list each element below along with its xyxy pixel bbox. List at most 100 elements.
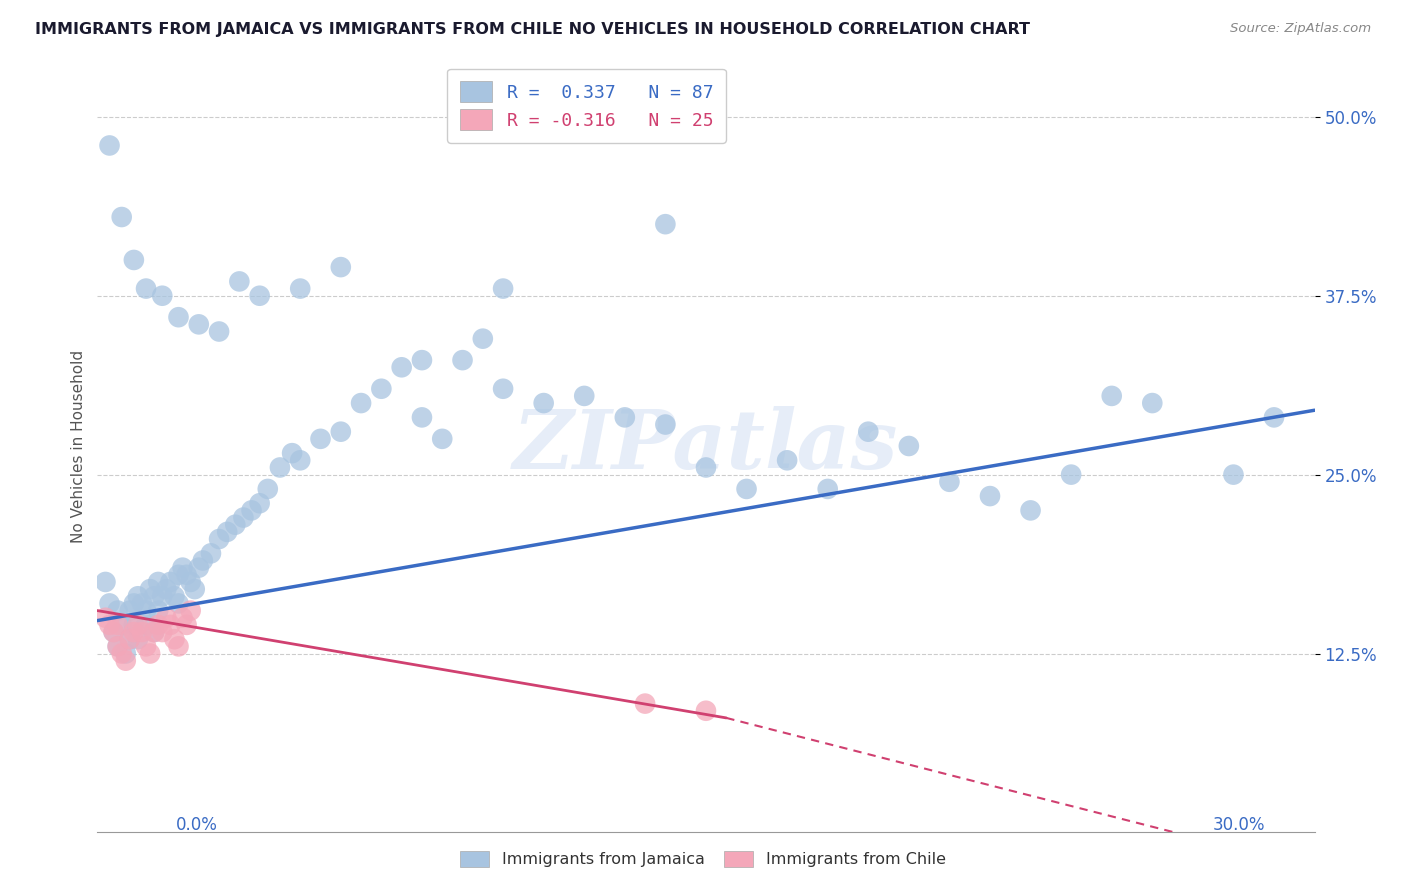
- Point: [127, 589, 149, 603]
- Point: [187, 560, 209, 574]
- Point: [1101, 389, 1123, 403]
- Point: [208, 325, 231, 339]
- Point: [1263, 410, 1285, 425]
- Point: [150, 589, 173, 603]
- Point: [187, 318, 209, 332]
- Point: [695, 460, 717, 475]
- Point: [122, 596, 145, 610]
- Point: [111, 618, 134, 632]
- Point: [172, 560, 194, 574]
- Point: [350, 396, 373, 410]
- Point: [180, 604, 202, 618]
- Text: IMMIGRANTS FROM JAMAICA VS IMMIGRANTS FROM CHILE NO VEHICLES IN HOUSEHOLD CORREL: IMMIGRANTS FROM JAMAICA VS IMMIGRANTS FR…: [35, 22, 1031, 37]
- Point: [118, 632, 141, 647]
- Point: [176, 618, 198, 632]
- Point: [139, 647, 162, 661]
- Point: [122, 625, 145, 640]
- Point: [281, 446, 304, 460]
- Point: [492, 282, 515, 296]
- Point: [148, 604, 170, 618]
- Point: [654, 417, 676, 432]
- Point: [135, 618, 157, 632]
- Point: [172, 611, 194, 625]
- Point: [176, 567, 198, 582]
- Point: [135, 282, 157, 296]
- Point: [107, 640, 129, 654]
- Point: [228, 274, 250, 288]
- Point: [111, 647, 134, 661]
- Point: [163, 632, 186, 647]
- Point: [122, 618, 145, 632]
- Point: [135, 604, 157, 618]
- Point: [94, 611, 117, 625]
- Point: [150, 625, 173, 640]
- Point: [232, 510, 254, 524]
- Point: [127, 618, 149, 632]
- Point: [94, 574, 117, 589]
- Point: [290, 453, 312, 467]
- Point: [735, 482, 758, 496]
- Point: [159, 618, 181, 632]
- Point: [103, 625, 125, 640]
- Point: [98, 138, 121, 153]
- Point: [131, 625, 153, 640]
- Point: [249, 289, 271, 303]
- Point: [107, 618, 129, 632]
- Point: [269, 460, 291, 475]
- Point: [432, 432, 454, 446]
- Point: [167, 640, 190, 654]
- Point: [148, 618, 170, 632]
- Point: [329, 260, 352, 274]
- Point: [103, 625, 125, 640]
- Point: [111, 210, 134, 224]
- Point: [118, 632, 141, 647]
- Point: [654, 217, 676, 231]
- Point: [98, 596, 121, 610]
- Point: [411, 410, 433, 425]
- Point: [143, 625, 166, 640]
- Point: [167, 310, 190, 325]
- Point: [1019, 503, 1042, 517]
- Point: [118, 604, 141, 618]
- Point: [107, 640, 129, 654]
- Point: [224, 517, 246, 532]
- Point: [370, 382, 392, 396]
- Point: [98, 618, 121, 632]
- Point: [411, 353, 433, 368]
- Point: [163, 589, 186, 603]
- Point: [180, 574, 202, 589]
- Y-axis label: No Vehicles in Household: No Vehicles in Household: [72, 350, 86, 542]
- Point: [122, 252, 145, 267]
- Point: [391, 360, 413, 375]
- Text: Source: ZipAtlas.com: Source: ZipAtlas.com: [1230, 22, 1371, 36]
- Point: [817, 482, 839, 496]
- Point: [159, 574, 181, 589]
- Point: [107, 604, 129, 618]
- Point: [155, 611, 177, 625]
- Point: [634, 697, 657, 711]
- Point: [191, 553, 214, 567]
- Point: [200, 546, 222, 560]
- Point: [533, 396, 555, 410]
- Point: [574, 389, 596, 403]
- Point: [695, 704, 717, 718]
- Point: [776, 453, 799, 467]
- Point: [143, 589, 166, 603]
- Point: [139, 582, 162, 596]
- Point: [858, 425, 880, 439]
- Point: [492, 382, 515, 396]
- Point: [155, 582, 177, 596]
- Legend: Immigrants from Jamaica, Immigrants from Chile: Immigrants from Jamaica, Immigrants from…: [453, 843, 953, 875]
- Point: [938, 475, 960, 489]
- Point: [309, 432, 332, 446]
- Point: [135, 640, 157, 654]
- Point: [897, 439, 920, 453]
- Point: [114, 654, 136, 668]
- Point: [1142, 396, 1164, 410]
- Point: [167, 596, 190, 610]
- Point: [217, 524, 239, 539]
- Point: [249, 496, 271, 510]
- Point: [1222, 467, 1244, 482]
- Point: [131, 596, 153, 610]
- Point: [979, 489, 1001, 503]
